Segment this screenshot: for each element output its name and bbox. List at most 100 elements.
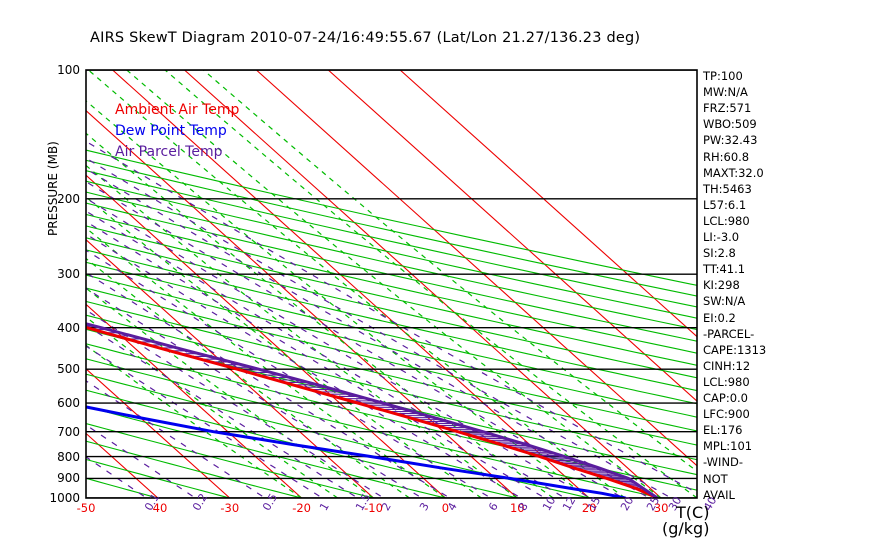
moist-adiabat-line (86, 100, 590, 498)
pressure-tick: 400 (57, 320, 80, 335)
isotherm-line (0, 70, 14, 498)
pressure-tick: 800 (57, 449, 80, 464)
parameter-11: SI:2.8 (703, 246, 736, 261)
isotherm-line (327, 70, 697, 402)
pressure-tick: 300 (57, 267, 80, 282)
parameter-12: TT:41.1 (703, 262, 746, 277)
moist-adiabat-line (86, 344, 302, 498)
parameter-23: MPL:101 (703, 439, 753, 454)
pressure-axis-label: PRESSURE (MB) (46, 141, 60, 236)
bottom-temp-tick: 0 (441, 501, 450, 515)
parameter-2: FRZ:571 (703, 101, 752, 116)
dry-adiabat-line (86, 287, 697, 432)
mixing-ratio-line (86, 140, 697, 494)
dry-adiabat-line (86, 149, 697, 286)
parameter-16: -PARCEL- (703, 326, 755, 341)
parameter-0: TP:100 (703, 69, 743, 83)
page-title: AIRS SkewT Diagram 2010-07-24/16:49:55.6… (90, 30, 641, 46)
mixing-ratio-unit-label: (g/kg) (662, 519, 710, 538)
mixing-ratio-line (86, 210, 563, 497)
isotherm-line (86, 174, 446, 498)
isotherm-line (86, 239, 374, 498)
mixing-ratio-line (86, 287, 420, 497)
moist-adiabat-line (86, 227, 446, 498)
isotherm-line (112, 70, 590, 498)
plot-frame (85, 69, 698, 499)
pressure-tick: 200 (57, 191, 80, 206)
pressure-tick: 700 (57, 424, 80, 439)
parameter-13: KI:298 (703, 278, 740, 293)
mixing-ratio-line (86, 271, 448, 497)
moist-adiabat-line (86, 132, 554, 498)
parameter-20: CAP:0.0 (703, 391, 748, 405)
plot-border (85, 69, 698, 499)
parameter-5: RH:60.8 (703, 149, 750, 164)
dry-adiabat-line (86, 180, 697, 319)
parameter-19: LCL:980 (703, 374, 750, 389)
moist-adiabat-line (164, 70, 697, 498)
bottom-temp-tick: -50 (76, 501, 96, 515)
parameter-9: LCL:980 (703, 213, 750, 228)
moist-adiabat-line (86, 164, 518, 498)
parameter-17: CAPE:1313 (703, 342, 767, 357)
isotherm-line (399, 70, 697, 338)
dry-adiabat-line (86, 389, 518, 498)
parameter-14: SW:N/A (703, 294, 746, 309)
dry-adiabat-line (86, 274, 697, 418)
parameter-21: LFC:900 (703, 407, 750, 422)
pressure-tick: 100 (57, 63, 80, 77)
temperature-axis-unit-label: T(C) (676, 503, 710, 522)
legend-item-2: Air Parcel Temp (115, 144, 223, 160)
profile-curve-ambient-air-temp (86, 325, 659, 498)
moist-adiabat-line (86, 287, 374, 498)
moist-adiabat-line (86, 257, 410, 498)
bottom-temp-tick: -20 (292, 501, 311, 515)
bottom-temp-tick: -10 (364, 501, 383, 515)
mixing-ratio-line (86, 345, 320, 497)
isotherm-line (184, 70, 662, 498)
dry-adiabat-line (86, 423, 374, 498)
pressure-tick: 600 (57, 396, 80, 410)
moist-adiabat-line (86, 316, 338, 498)
dry-adiabat-line (86, 261, 697, 405)
dry-adiabat-line (86, 213, 697, 354)
mixing-ratio-line (86, 220, 543, 497)
mixing-ratio-line (86, 380, 263, 497)
profile-curve-air-parcel-temp (86, 322, 659, 498)
data-curves (86, 322, 659, 498)
dry-adiabat-line (86, 405, 446, 498)
parameter-6: MAXT:32.0 (703, 165, 764, 180)
moist-adiabat-line (126, 70, 662, 498)
parameter-22: EL:176 (703, 423, 743, 438)
profile-curve-dew-point-temp (86, 405, 627, 498)
dry-adiabat-line (86, 237, 697, 379)
mixing-ratio-line (86, 249, 489, 497)
dry-adiabat-line (86, 170, 697, 308)
dry-adiabat-line (86, 343, 697, 491)
parameter-26: AVAIL (703, 487, 735, 502)
parameter-1: MW:N/A (703, 85, 748, 100)
dry-adiabat-line (0, 393, 14, 498)
dry-adiabat-line (86, 191, 697, 331)
parameter-15: EI:0.2 (703, 310, 736, 325)
isotherm-line (86, 303, 303, 498)
parameter-7: TH:5463 (703, 181, 752, 196)
dry-adiabat-line (86, 477, 159, 498)
mixing-ratio-line (86, 168, 647, 497)
bottom-temp-tick: -40 (148, 501, 168, 515)
pressure-tick: 1000 (49, 491, 80, 505)
legend-item-1: Dew Point Temp (115, 123, 227, 139)
pressure-tick: 900 (57, 471, 80, 486)
bottom-temp-tick: 10 (509, 501, 525, 515)
parameter-10: LI:-3.0 (703, 230, 740, 244)
dry-adiabat-line (86, 202, 697, 342)
parameter-18: CINH:12 (703, 358, 751, 373)
parameter-4: PW:32.43 (703, 133, 758, 148)
isotherm-line (86, 368, 231, 498)
legend-item-0: Ambient Air Temp (115, 102, 240, 118)
dry-adiabat-line (86, 249, 697, 392)
mixing-ratio-line (86, 309, 382, 497)
grid-lines (0, 70, 697, 498)
